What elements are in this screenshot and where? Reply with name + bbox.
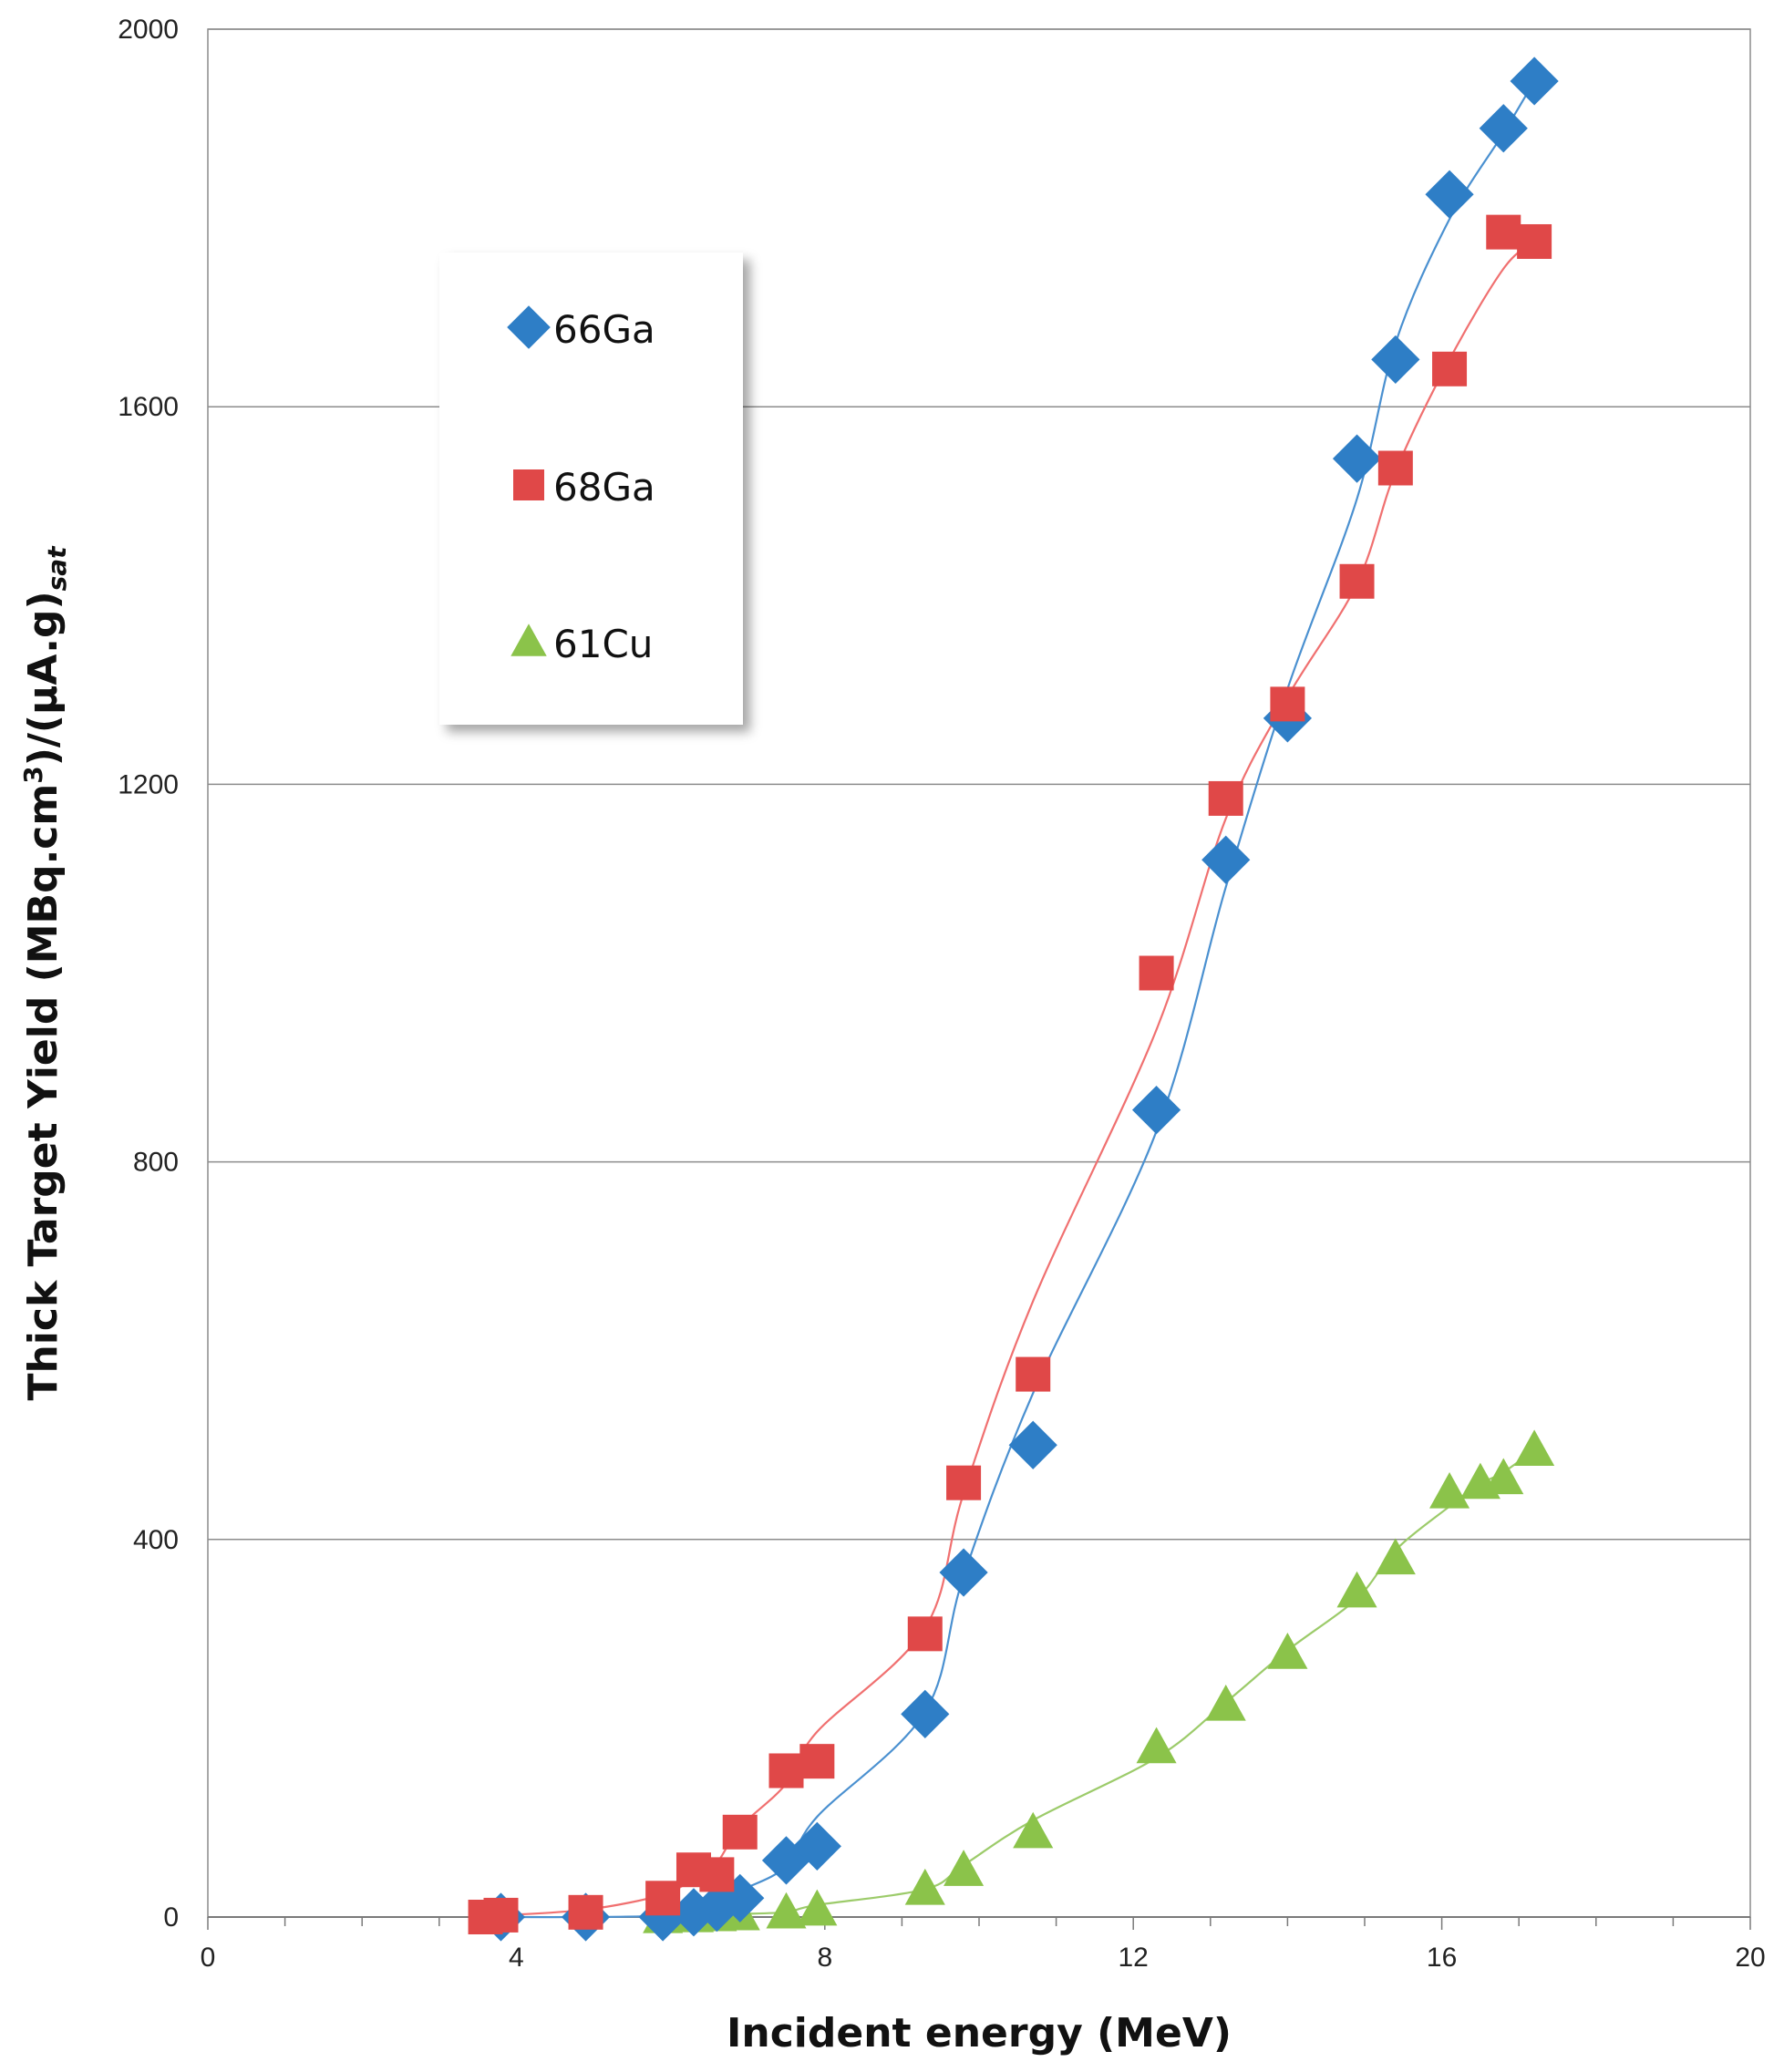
y-tick-label: 1600 [118,392,179,422]
data-point-68Ga [483,1897,519,1933]
legend-label-61Cu: 61Cu [553,622,653,666]
data-point-61Cu [1136,1727,1177,1764]
data-point-61Cu [904,1868,945,1905]
data-point-68Ga [907,1616,943,1652]
data-point-66Ga [1201,835,1251,884]
x-axis-title: Incident energy (MeV) [727,2010,1232,2057]
data-point-66Ga [1510,57,1559,106]
legend-marker-66Ga [507,305,551,349]
legend-marker-61Cu [510,624,547,656]
data-point-68Ga [1432,351,1468,387]
legend-marker-68Ga [513,469,544,500]
data-point-66Ga [1332,434,1382,483]
data-point-68Ga [1016,1356,1051,1392]
data-markers [468,57,1559,1942]
data-point-61Cu [944,1850,985,1886]
data-point-68Ga [1208,780,1243,816]
data-point-68Ga [768,1753,804,1789]
x-tick-label: 16 [1427,1943,1457,1973]
data-point-61Cu [766,1892,807,1929]
data-point-61Cu [1483,1458,1524,1495]
data-point-61Cu [1375,1538,1416,1575]
y-tick-label: 400 [133,1525,179,1555]
data-point-61Cu [797,1889,838,1926]
x-tick-label: 8 [817,1943,832,1973]
data-point-68Ga [1377,450,1413,486]
y-axis-title: Thick Target Yield (MBq.cm3)/(µA.g)sat [18,545,72,1401]
data-point-61Cu [1205,1684,1246,1721]
data-point-66Ga [669,1888,718,1937]
data-point-68Ga [722,1814,758,1850]
data-point-68Ga [1270,686,1305,722]
data-point-66Ga [1008,1420,1057,1469]
plot-area [208,29,1750,1917]
y-tick-label: 800 [133,1148,179,1178]
legend: 66Ga 68Ga 61Cu [439,253,743,725]
legend-label-68Ga: 68Ga [553,465,655,510]
data-point-66Ga [1371,335,1420,385]
y-tick-label: 0 [163,1902,179,1933]
legend-box [439,253,743,725]
data-point-61Cu [1514,1429,1555,1467]
x-tick-label: 4 [509,1943,524,1973]
data-point-68Ga [1139,955,1174,991]
data-point-61Cu [1336,1571,1377,1608]
data-point-66Ga [1479,104,1528,153]
data-point-68Ga [1517,223,1552,259]
data-point-68Ga [699,1857,735,1892]
data-point-66Ga [792,1821,841,1871]
data-point-66Ga [692,1883,741,1933]
data-point-66Ga [1425,170,1474,219]
data-point-68Ga [568,1894,603,1930]
y-tick-label: 2000 [118,15,179,45]
x-tick-label: 0 [201,1943,216,1973]
legend-label-66Ga: 66Ga [553,307,655,352]
x-tick-label: 12 [1119,1943,1149,1973]
data-point-68Ga [799,1744,835,1779]
data-point-68Ga [1486,214,1521,250]
data-point-68Ga [946,1465,982,1500]
tick-labels: 0 400 800 1200 1600 2000 0 4 8 12 16 20 [118,15,1765,1973]
data-point-61Cu [1013,1811,1054,1849]
data-point-68Ga [1339,563,1375,599]
data-point-68Ga [645,1881,681,1916]
data-point-61Cu [1429,1471,1470,1509]
data-point-66Ga [901,1689,950,1738]
y-tick-label: 1200 [118,769,179,799]
data-point-61Cu [1267,1633,1308,1669]
x-tick-label: 20 [1735,1943,1765,1973]
data-point-66Ga [1131,1086,1181,1135]
data-point-66Ga [939,1548,988,1597]
